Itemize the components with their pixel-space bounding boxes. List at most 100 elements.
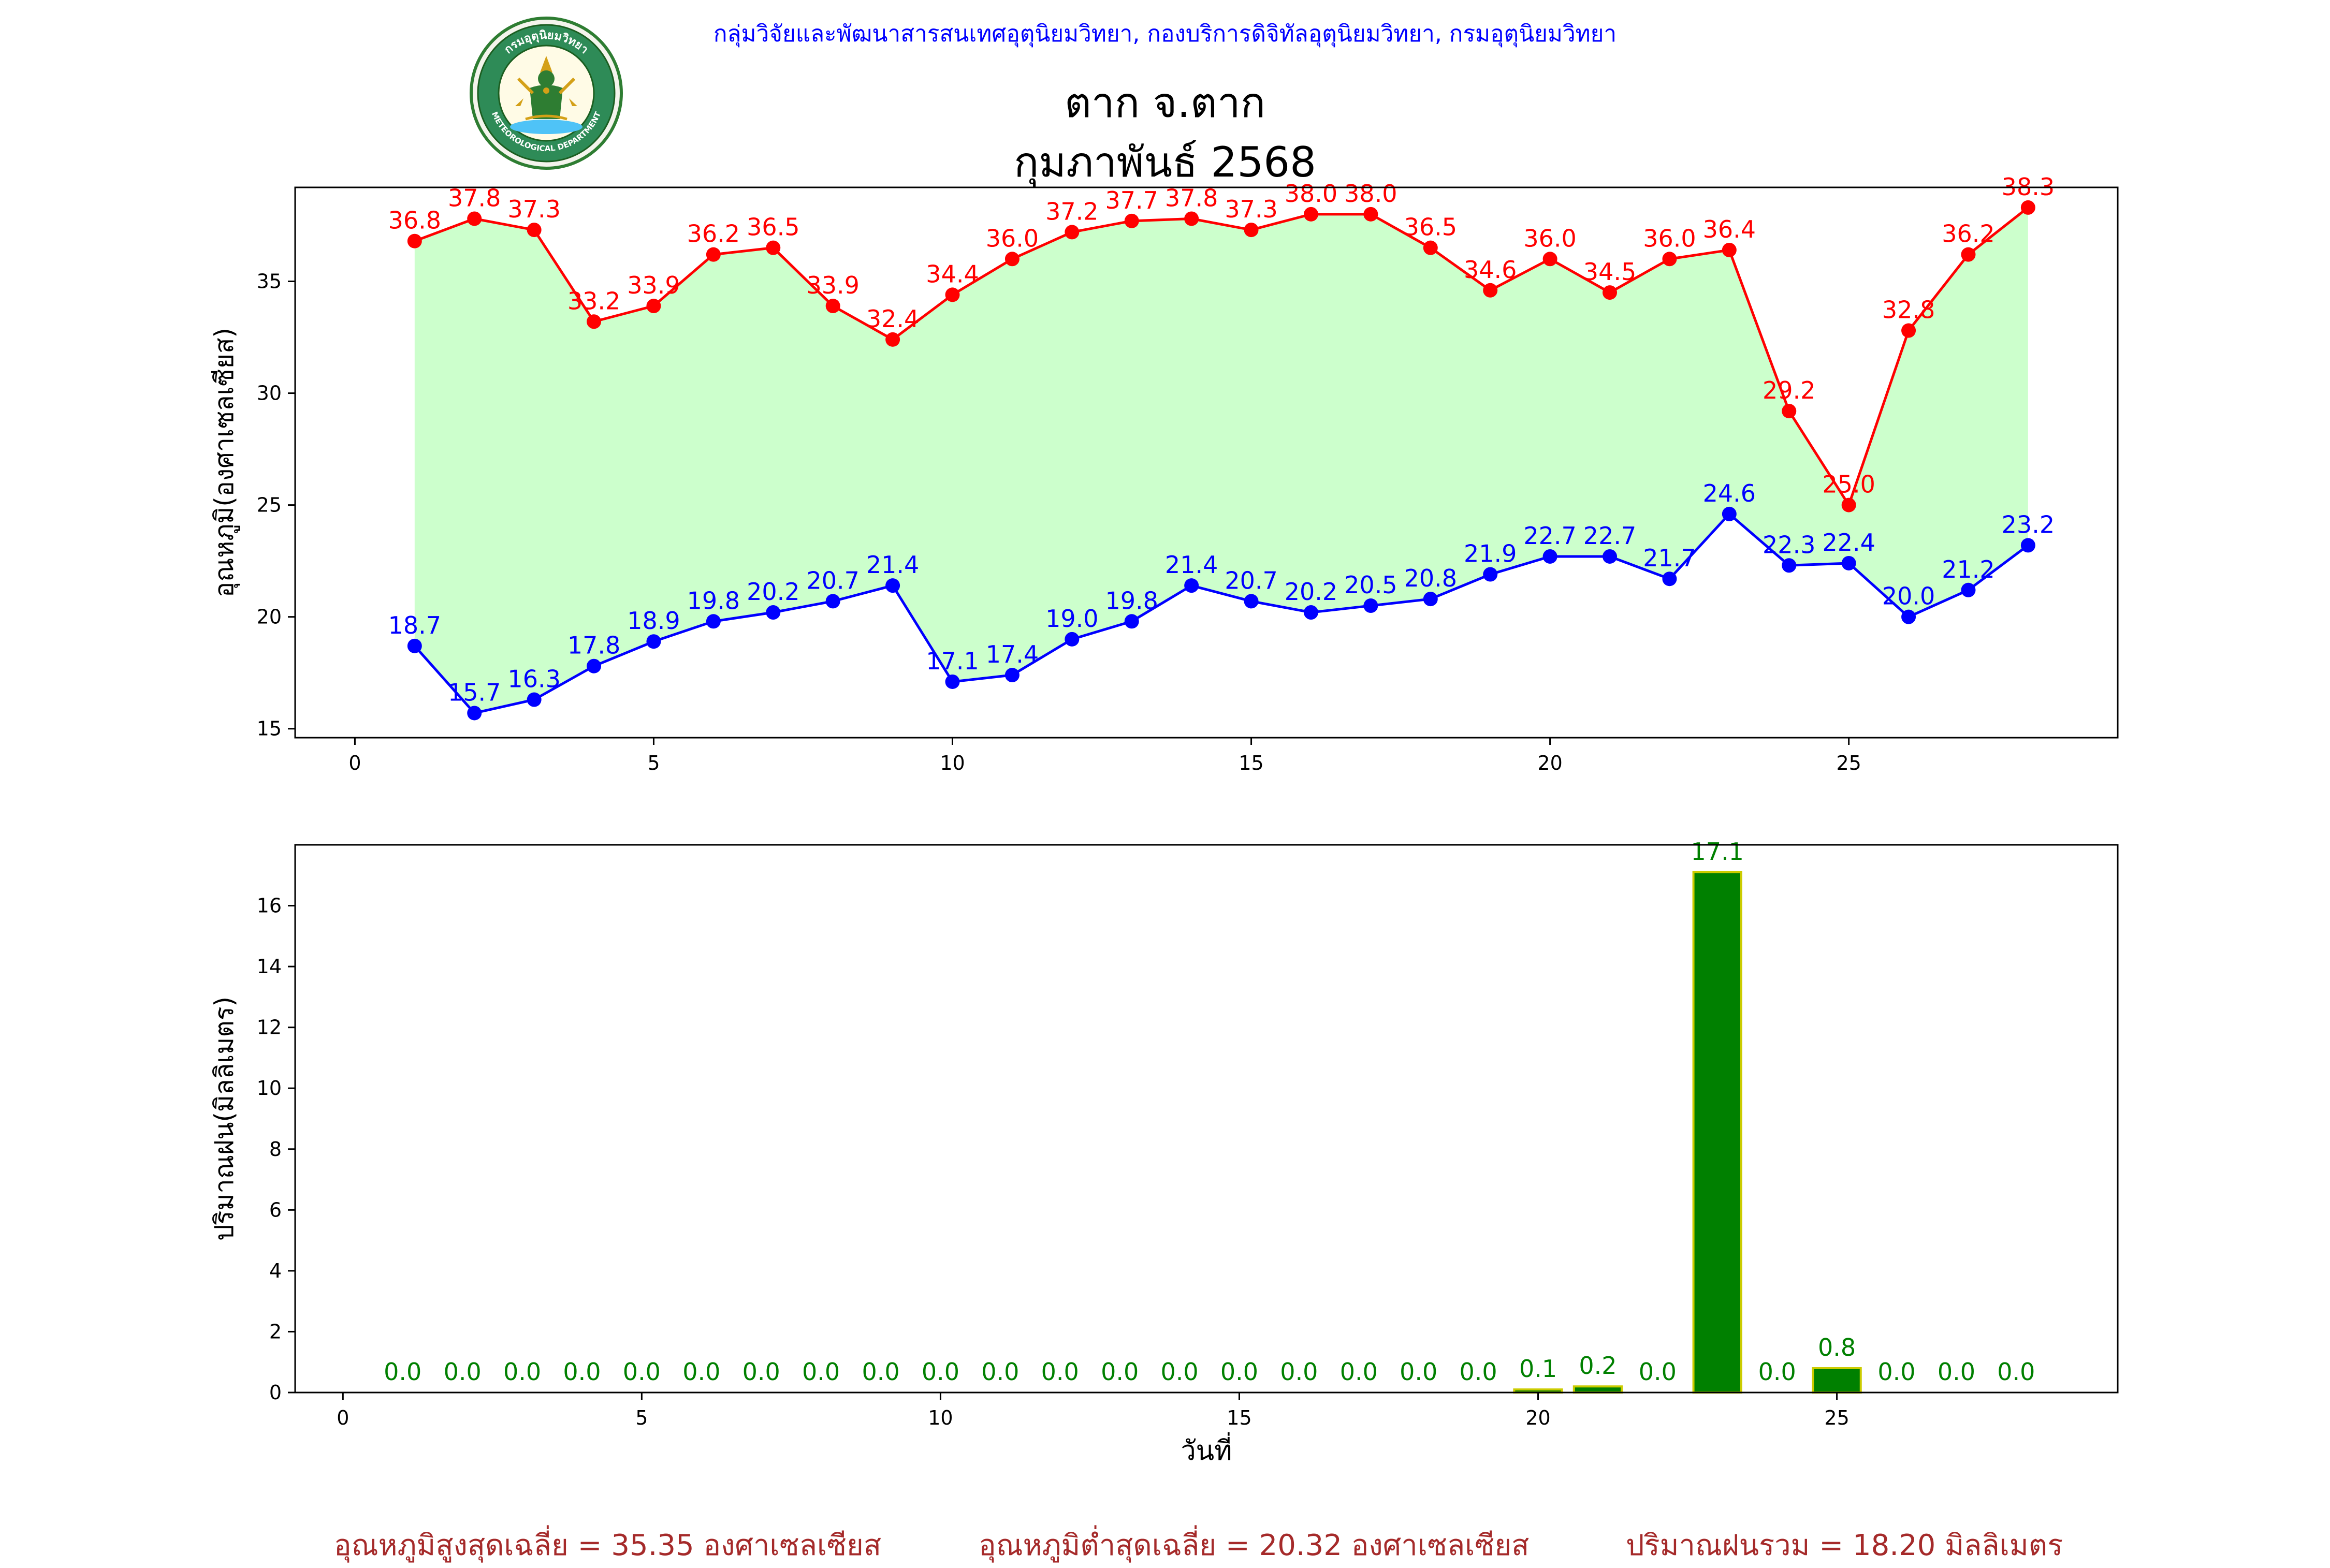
max-temp-point: [527, 223, 542, 238]
rain-value-label: 0.0: [1220, 1358, 1258, 1386]
min-temp-point: [766, 605, 781, 620]
min-temp-point: [1782, 558, 1797, 573]
rain-value-label: 0.0: [981, 1358, 1019, 1386]
max-temp-point: [1841, 497, 1856, 512]
max-temp-value-label: 37.8: [1165, 184, 1218, 212]
max-temp-value-label: 38.0: [1344, 180, 1397, 208]
min-temp-value-label: 21.2: [1942, 555, 1994, 583]
min-temp-value-label: 21.7: [1643, 544, 1696, 572]
rain-y-tick-label: 4: [269, 1259, 282, 1282]
rain-plot-frame: [294, 844, 2119, 1394]
max-temp-value-label: 36.8: [388, 207, 441, 235]
max-temp-point: [2020, 200, 2035, 215]
temp-y-tick-label: 25: [257, 494, 282, 517]
rain-y-tick-label: 2: [269, 1320, 282, 1343]
max-temp-value-label: 33.9: [627, 271, 680, 299]
min-temp-point: [1901, 609, 1916, 624]
min-temp-value-label: 20.7: [806, 566, 859, 594]
max-temp-point: [1662, 252, 1677, 267]
rain-value-label: 0.0: [444, 1358, 482, 1386]
rain-value-label: 0.0: [862, 1358, 899, 1386]
rain-bar: [1572, 1385, 1623, 1394]
max-temp-value-label: 25.0: [1822, 471, 1875, 499]
min-temp-value-label: 20.2: [747, 578, 799, 606]
min-temp-point: [587, 658, 602, 673]
min-temp-point: [1841, 555, 1856, 570]
max-temp-point: [1303, 207, 1318, 222]
min-temp-value-label: 19.8: [1105, 587, 1158, 614]
max-temp-point: [1184, 211, 1199, 226]
rain-x-tick-label: 20: [1525, 1406, 1550, 1429]
min-temp-value-label: 23.2: [2002, 510, 2055, 538]
min-temp-value-label: 17.1: [926, 647, 979, 675]
max-temp-value-label: 34.4: [926, 260, 979, 288]
max-temp-point: [1901, 323, 1916, 338]
rain-y-tick-label: 14: [257, 955, 282, 978]
max-temp-point: [1961, 247, 1976, 262]
max-temp-point: [1603, 285, 1618, 300]
rain-value-label: 0.0: [384, 1358, 421, 1386]
min-temp-point: [467, 706, 482, 721]
min-temp-value-label: 20.0: [1882, 582, 1935, 610]
min-temp-value-label: 22.3: [1763, 531, 1815, 559]
rain-value-label: 0.1: [1519, 1355, 1557, 1383]
max-temp-point: [766, 240, 781, 255]
max-temp-value-label: 34.5: [1583, 258, 1636, 286]
min-temp-value-label: 20.5: [1344, 571, 1397, 599]
max-temp-value-label: 36.5: [747, 213, 799, 241]
max-temp-value-label: 38.0: [1285, 180, 1337, 208]
max-temp-value-label: 36.2: [687, 220, 740, 248]
rain-value-label: 0.0: [1041, 1358, 1079, 1386]
max-temp-value-label: 37.2: [1045, 197, 1098, 225]
max-temp-point: [1244, 223, 1259, 238]
min-temp-point: [527, 692, 542, 707]
rain-value-label: 0.0: [1400, 1358, 1437, 1386]
rain-value-label: 0.0: [1160, 1358, 1198, 1386]
min-temp-point: [945, 674, 960, 689]
rain-value-label: 0.0: [682, 1358, 720, 1386]
temp-plot-frame: [294, 186, 2119, 739]
rain-x-tick-label: 10: [928, 1406, 953, 1429]
min-temp-value-label: 24.6: [1703, 479, 1756, 507]
temp-y-tick-label: 15: [257, 717, 282, 740]
min-temp-point: [407, 638, 422, 653]
max-temp-value-label: 37.7: [1105, 186, 1158, 214]
max-temp-point: [407, 233, 422, 248]
temp-y-tick-label: 30: [257, 382, 282, 405]
max-temp-point: [1722, 242, 1737, 257]
min-temp-value-label: 18.9: [627, 607, 680, 635]
agency-name: กลุ่มวิจัยและพัฒนาสารสนเทศอุตุนิยมวิทยา,…: [713, 21, 1617, 47]
max-temp-value-label: 34.6: [1464, 256, 1517, 284]
avg-min-temp: อุณหภูมิต่ำสุดเฉลี่ย = 20.32 องศาเซลเซีย…: [979, 1529, 1530, 1562]
rain-x-tick-label: 0: [337, 1406, 349, 1429]
temp-y-axis-label: อุณหภูมิ(องศาเซลเซียส): [209, 328, 240, 597]
max-temp-point: [1004, 252, 1020, 267]
rain-y-tick-label: 10: [257, 1077, 282, 1100]
min-temp-point: [1184, 578, 1199, 593]
rain-x-axis-label: วันที่: [1181, 1432, 1232, 1467]
max-temp-value-label: 36.0: [1523, 224, 1576, 252]
min-temp-value-label: 20.8: [1404, 564, 1457, 592]
rain-value-label: 0.0: [922, 1358, 959, 1386]
min-temp-line: [413, 512, 2029, 715]
max-temp-value-label: 36.0: [986, 224, 1039, 252]
min-temp-point: [1662, 571, 1677, 587]
max-temp-value-label: 32.4: [866, 305, 919, 333]
max-temp-point: [825, 299, 840, 314]
max-temp-point: [587, 314, 602, 329]
min-temp-point: [1542, 549, 1557, 564]
min-temp-point: [1961, 582, 1976, 597]
min-temp-point: [825, 594, 840, 609]
rain-value-label: 0.0: [1997, 1358, 2035, 1386]
rain-value-label: 17.1: [1691, 838, 1744, 866]
temp-y-tick-label: 35: [257, 270, 282, 292]
min-temp-value-label: 22.7: [1583, 522, 1636, 550]
min-temp-point: [1363, 598, 1378, 613]
min-temp-value-label: 16.3: [507, 665, 560, 693]
rain-bar: [1812, 1367, 1862, 1394]
rain-y-axis-label: ปริมาณฝน(มิลลิเมตร): [209, 997, 239, 1241]
min-temp-value-label: 18.7: [388, 611, 441, 639]
rain-value-label: 0.0: [1460, 1358, 1497, 1386]
min-temp-point: [1124, 614, 1139, 629]
min-temp-point: [2020, 538, 2035, 553]
